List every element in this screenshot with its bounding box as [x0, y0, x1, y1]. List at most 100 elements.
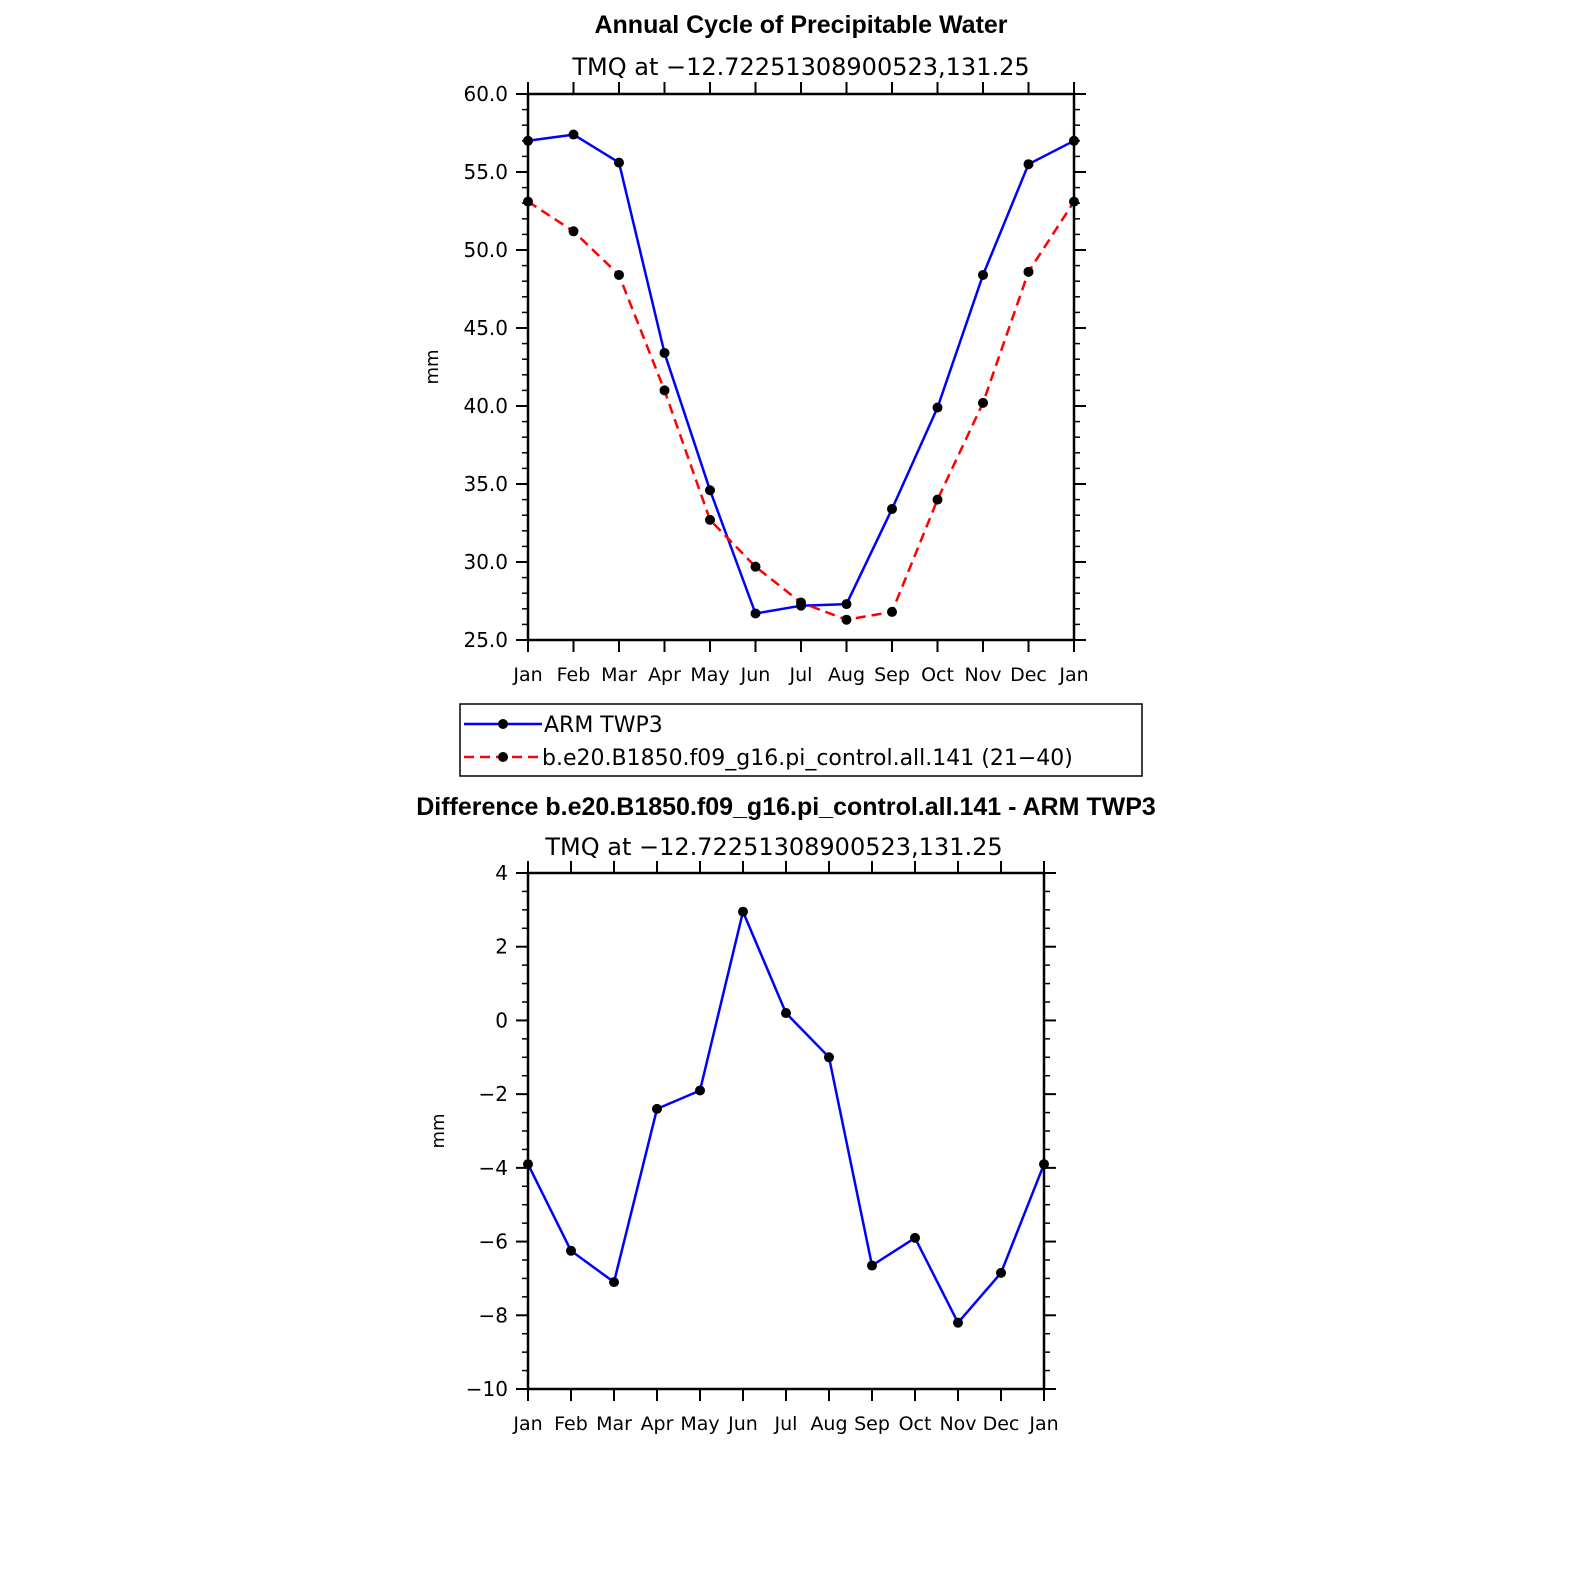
- data-point-0: [750, 608, 761, 619]
- data-point-0: [824, 1052, 834, 1063]
- axis-ticks: [516, 861, 1056, 1401]
- x-tick-label: Feb: [554, 1413, 588, 1435]
- data-point-1: [978, 397, 988, 408]
- legend: ARM TWP3 b.e20.B1850.f09_g16.pi_control.…: [459, 703, 1143, 777]
- series-layer: [523, 129, 1079, 625]
- data-point-1: [1069, 196, 1079, 207]
- data-point-1: [705, 514, 715, 525]
- series-line-0: [526, 910, 1046, 1324]
- data-point-1: [887, 606, 897, 617]
- data-point-1: [523, 196, 533, 207]
- y-tick-label: 2: [495, 935, 508, 959]
- data-point-0: [695, 1085, 705, 1096]
- data-point-0: [609, 1277, 619, 1288]
- data-point-0: [652, 1103, 662, 1114]
- y-tick-label: 4: [495, 861, 508, 885]
- y-tick-label: 55.0: [463, 160, 508, 184]
- data-point-1: [568, 226, 579, 237]
- data-point-0: [566, 1245, 576, 1256]
- x-tick-label: Jan: [512, 664, 542, 686]
- data-point-0: [978, 269, 988, 280]
- data-point-1: [659, 385, 670, 396]
- x-tick-label: Feb: [557, 664, 591, 686]
- data-point-1: [796, 597, 806, 608]
- legend-entry-model: b.e20.B1850.f09_g16.pi_control.all.141 (…: [542, 746, 1073, 771]
- x-tick-label: Sep: [854, 1413, 890, 1435]
- x-tick-label: Oct: [899, 1413, 932, 1435]
- y-tick-label: 60.0: [463, 82, 508, 106]
- y-tick-label: −6: [479, 1230, 508, 1254]
- x-tick-labels: Jan Feb Mar Apr May Jun Jul Aug Sep Oct Nov Dec Jan: [512, 664, 1088, 686]
- x-tick-label: Nov: [939, 1413, 976, 1435]
- legend-marker-arm: [498, 719, 508, 729]
- axis-ticks: [516, 82, 1086, 652]
- x-tick-label: Jul: [789, 664, 813, 686]
- x-tick-label: Jun: [740, 664, 771, 686]
- data-point-0: [1039, 1159, 1049, 1170]
- x-tick-label: Aug: [810, 1413, 847, 1435]
- x-tick-label: May: [680, 1413, 719, 1435]
- x-tick-label: Jan: [512, 1413, 542, 1435]
- data-point-0: [523, 1159, 533, 1170]
- y-tick-label: 25.0: [463, 628, 508, 652]
- data-point-0: [910, 1232, 920, 1243]
- data-point-0: [1023, 159, 1034, 170]
- data-point-0: [523, 135, 533, 146]
- x-tick-label: Jan: [1028, 1413, 1058, 1435]
- y-axis-label: mm: [428, 1113, 449, 1148]
- series-layer: [523, 906, 1049, 1328]
- legend-box: [459, 703, 1143, 777]
- x-tick-label: Apr: [641, 1413, 674, 1435]
- x-tick-labels: Jan Feb Mar Apr May Jun Jul Aug Sep Oct Nov Dec Jan: [512, 1413, 1058, 1435]
- difference-chart: Difference b.e20.B1850.f09_g16.pi_contro…: [416, 793, 1156, 1435]
- x-tick-label: Jan: [1058, 664, 1088, 686]
- y-tick-label: −10: [466, 1377, 508, 1401]
- data-point-0: [614, 157, 624, 168]
- x-tick-label: Oct: [921, 664, 954, 686]
- data-point-0: [705, 485, 715, 496]
- data-point-1: [932, 494, 943, 505]
- data-point-1: [750, 561, 761, 572]
- data-point-0: [659, 347, 670, 358]
- x-tick-label: Jul: [774, 1413, 798, 1435]
- data-point-0: [841, 599, 852, 610]
- data-point-1: [614, 269, 624, 280]
- legend-marker-model: [498, 752, 508, 762]
- chart-subtitle: TMQ at −12.72251308900523,131.25: [544, 833, 1002, 861]
- x-tick-label: Jun: [727, 1413, 758, 1435]
- data-point-0: [738, 906, 748, 917]
- y-tick-labels: −10 −8 −6 −4 −2 0 2 4: [466, 861, 508, 1401]
- y-tick-label: 40.0: [463, 394, 508, 418]
- data-point-0: [996, 1267, 1006, 1278]
- plot-frame: [526, 92, 1076, 642]
- series-line-1: [527, 200, 1076, 621]
- data-point-0: [781, 1008, 791, 1019]
- y-tick-label: 45.0: [463, 316, 508, 340]
- chart-title: Annual Cycle of Precipitable Water: [594, 11, 1007, 39]
- y-tick-label: 35.0: [463, 472, 508, 496]
- y-tick-label: −4: [479, 1156, 508, 1180]
- data-point-0: [953, 1317, 963, 1328]
- x-tick-label: May: [690, 664, 729, 686]
- x-tick-label: Dec: [983, 1413, 1020, 1435]
- y-tick-label: −8: [479, 1303, 508, 1327]
- data-point-1: [841, 614, 852, 625]
- x-tick-label: Nov: [964, 664, 1001, 686]
- x-tick-label: Apr: [648, 664, 681, 686]
- y-tick-label: 30.0: [463, 550, 508, 574]
- chart-title: Difference b.e20.B1850.f09_g16.pi_contro…: [416, 793, 1156, 821]
- annual-cycle-chart: Annual Cycle of Precipitable Water TMQ a…: [422, 11, 1143, 777]
- x-tick-label: Mar: [596, 1413, 632, 1435]
- data-point-1: [1023, 266, 1034, 277]
- data-point-0: [932, 402, 943, 413]
- data-point-0: [568, 129, 579, 140]
- x-tick-label: Sep: [874, 664, 910, 686]
- x-tick-label: Mar: [601, 664, 637, 686]
- y-axis-label: mm: [422, 349, 443, 384]
- legend-entry-arm-twp3: ARM TWP3: [544, 713, 663, 738]
- data-point-0: [887, 503, 897, 514]
- y-tick-label: 0: [495, 1008, 508, 1032]
- y-tick-label: −2: [479, 1082, 508, 1106]
